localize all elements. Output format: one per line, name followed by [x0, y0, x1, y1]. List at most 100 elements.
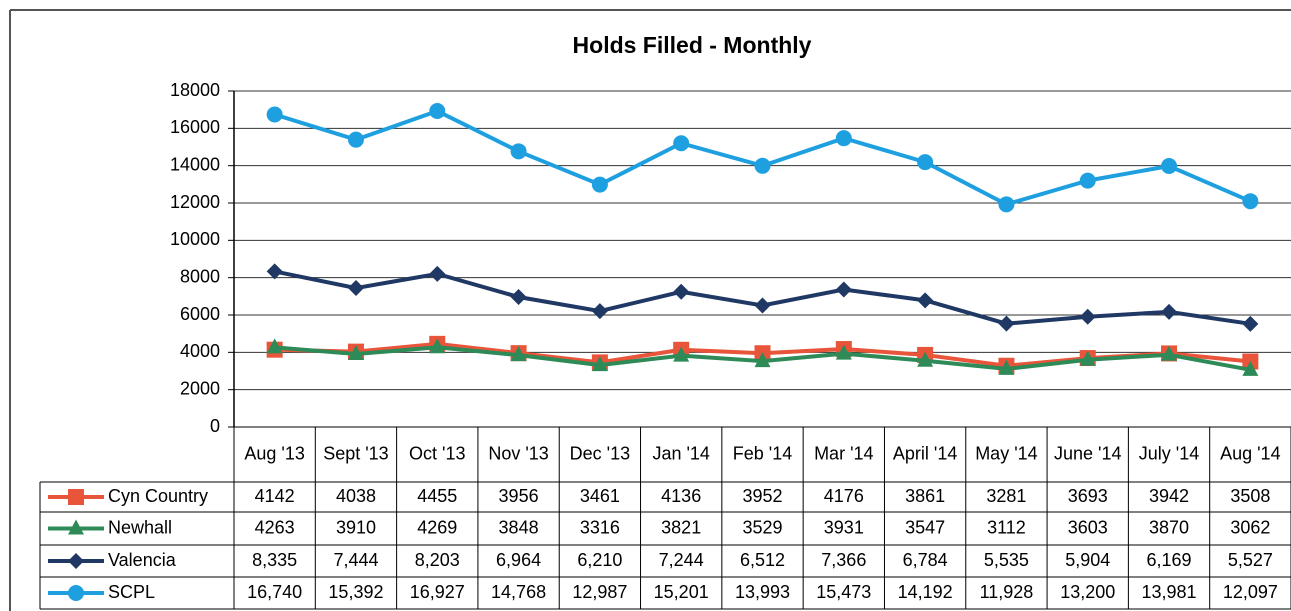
table-value: 14,768 [491, 582, 546, 602]
marker [998, 359, 1015, 375]
table-value: 3693 [1068, 486, 1108, 506]
table-value: 3870 [1149, 517, 1189, 537]
marker [266, 106, 283, 123]
table-value: 7,444 [333, 550, 378, 570]
table-value: 6,169 [1147, 550, 1192, 570]
table-value: 3931 [824, 517, 864, 537]
table-value: 15,473 [816, 582, 871, 602]
x-tick-label: Sept '13 [323, 443, 389, 463]
marker [1079, 308, 1096, 325]
marker [68, 585, 84, 601]
marker [998, 315, 1015, 332]
table-value: 3508 [1230, 486, 1270, 506]
marker [68, 489, 84, 505]
table-value: 3861 [905, 486, 945, 506]
marker [673, 135, 690, 152]
x-tick-label: Oct '13 [409, 443, 465, 463]
table-value: 3461 [580, 486, 620, 506]
table-value: 3316 [580, 517, 620, 537]
table-value: 3112 [987, 517, 1026, 537]
x-tick-label: July '14 [1139, 443, 1199, 463]
marker [754, 297, 771, 314]
y-tick-label: 0 [210, 416, 220, 436]
marker [835, 281, 852, 298]
y-tick-label: 18000 [170, 80, 220, 100]
legend-label: Newhall [108, 517, 172, 537]
x-tick-label: June '14 [1054, 443, 1122, 463]
table-value: 4455 [417, 486, 457, 506]
table-value: 15,392 [328, 582, 383, 602]
table-value: 3942 [1149, 486, 1189, 506]
marker [754, 157, 771, 174]
marker [1079, 172, 1096, 189]
marker [1079, 350, 1096, 366]
table-value: 4176 [824, 486, 864, 506]
marker [510, 346, 527, 362]
table-value: 16,740 [247, 582, 302, 602]
table-value: 5,904 [1065, 550, 1110, 570]
legend-label: Cyn Country [108, 486, 208, 506]
table-value: 8,203 [415, 550, 460, 570]
marker [754, 352, 771, 368]
marker [1161, 345, 1178, 361]
table-value: 4142 [255, 486, 295, 506]
x-tick-label: Aug '14 [1220, 443, 1281, 463]
marker [1161, 158, 1178, 175]
marker [266, 338, 283, 354]
x-tick-label: May '14 [975, 443, 1037, 463]
x-tick-label: Feb '14 [733, 443, 792, 463]
marker [347, 345, 364, 361]
y-tick-label: 4000 [180, 341, 220, 361]
marker [917, 154, 934, 171]
marker [917, 292, 934, 309]
x-tick-label: April '14 [893, 443, 957, 463]
table-value: 3529 [742, 517, 782, 537]
marker [835, 344, 852, 360]
marker [1242, 315, 1259, 332]
table-value: 6,964 [496, 550, 541, 570]
table-value: 3603 [1068, 517, 1108, 537]
table-value: 7,244 [659, 550, 704, 570]
table-value: 3547 [905, 517, 945, 537]
marker [1242, 193, 1259, 210]
table-value: 3821 [661, 517, 701, 537]
marker [591, 176, 608, 193]
table-value: 7,366 [821, 550, 866, 570]
x-tick-label: Mar '14 [814, 443, 873, 463]
table-value: 3910 [336, 517, 376, 537]
marker [266, 263, 283, 280]
marker [68, 519, 84, 535]
marker [510, 143, 527, 160]
marker [591, 356, 608, 372]
table-value: 6,210 [577, 550, 622, 570]
marker [510, 289, 527, 306]
table-value: 16,927 [410, 582, 465, 602]
marker [429, 265, 446, 282]
y-tick-label: 2000 [180, 378, 220, 398]
marker [347, 131, 364, 148]
series-line [274, 108, 1252, 207]
table-value: 4136 [661, 486, 701, 506]
y-tick-label: 10000 [170, 229, 220, 249]
table-value: 4269 [417, 517, 457, 537]
y-tick-label: 14000 [170, 154, 220, 174]
table-value: 8,335 [252, 550, 297, 570]
table-value: 4263 [255, 517, 295, 537]
table-value: 4038 [336, 486, 376, 506]
table-value: 3062 [1230, 517, 1270, 537]
x-tick-label: Jan '14 [652, 443, 709, 463]
table-value: 6,784 [903, 550, 948, 570]
marker [429, 103, 446, 120]
marker [591, 303, 608, 320]
marker [1161, 303, 1178, 320]
table-value: 3952 [742, 486, 782, 506]
marker [429, 338, 446, 354]
table-value: 5,535 [984, 550, 1029, 570]
legend-label: Valencia [108, 550, 177, 570]
table-value: 13,200 [1060, 582, 1115, 602]
y-tick-label: 16000 [170, 117, 220, 137]
table-value: 13,981 [1142, 582, 1197, 602]
table-value: 3848 [499, 517, 539, 537]
x-tick-label: Nov '13 [488, 443, 548, 463]
x-tick-label: Dec '13 [570, 443, 630, 463]
